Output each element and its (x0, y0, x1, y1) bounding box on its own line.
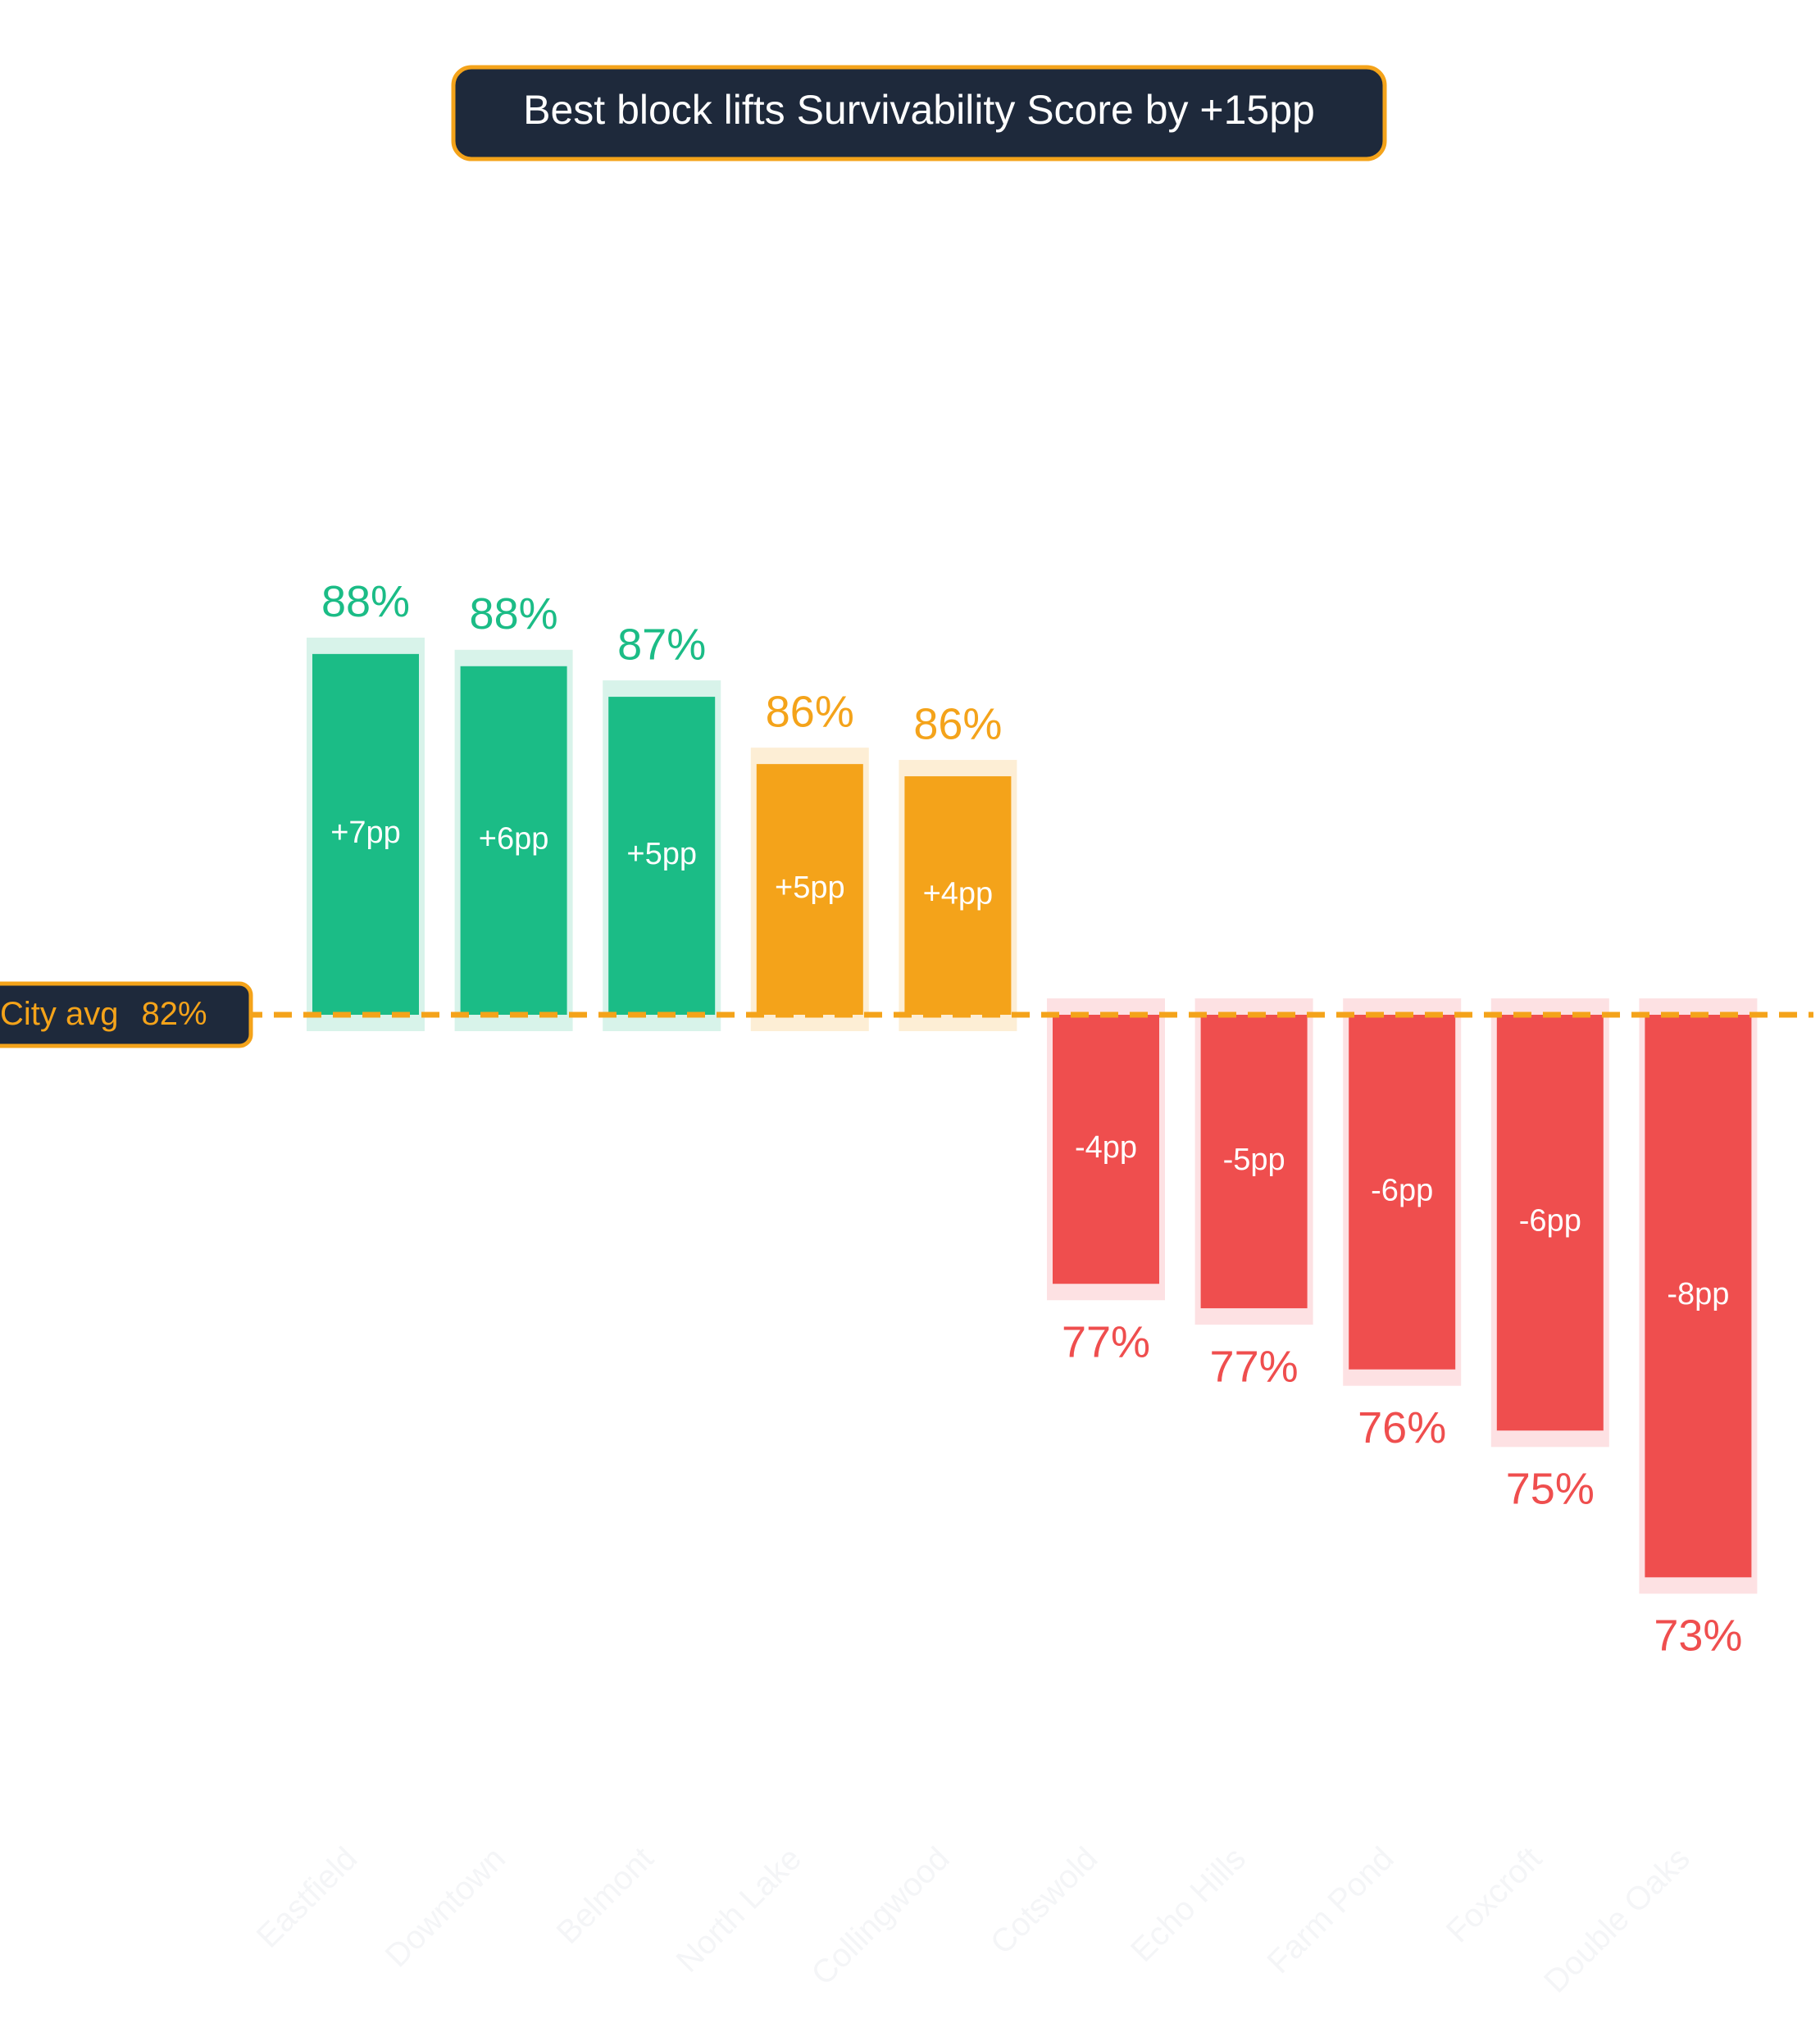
bar (1496, 1015, 1604, 1431)
city-average-label: City avg (0, 996, 119, 1032)
bar (460, 666, 567, 1015)
bar-delta-label: -6pp (1519, 1204, 1581, 1239)
bar-delta-label: -6pp (1371, 1173, 1433, 1207)
category-label: Belmont (550, 1840, 661, 1951)
bar-value-label: 86% (766, 687, 854, 736)
bar (312, 653, 419, 1015)
chart-title-badge: Best block lifts Survivability Score by … (451, 65, 1387, 161)
category-label: Double Oaks (1537, 1840, 1697, 2000)
bar-delta-label: +7pp (330, 816, 401, 850)
bar-delta-label: -5pp (1223, 1143, 1285, 1177)
city-average-badge-box (0, 981, 253, 1048)
bar-delta-label: -8pp (1667, 1277, 1729, 1311)
bar-value-label: 77% (1062, 1318, 1150, 1367)
bar (1053, 1015, 1159, 1284)
category-label: Downtown (379, 1840, 512, 1974)
bar-delta-label: +6pp (479, 821, 549, 856)
bar-value-label: 77% (1210, 1342, 1299, 1391)
bar-value-label: 73% (1654, 1611, 1742, 1661)
category-label-layer: Eastfield Downtown Belmont North LakeCollin… (250, 1840, 1697, 2000)
bar-delta-label: +4pp (923, 877, 994, 911)
city-average-value: 82% (142, 996, 207, 1032)
bar-value-label: 76% (1358, 1403, 1446, 1452)
chart-title: Best block lifts Survivability Score by … (523, 87, 1315, 133)
delta-label-layer: +7pp +6pp +5pp +5pp +4pp -4pp -5pp -6pp -6pp -8pp (330, 816, 1729, 1311)
bar-value-label: 87% (617, 620, 706, 669)
bar-value-label: 88% (321, 577, 410, 626)
bar-value-label: 75% (1506, 1465, 1595, 1514)
bar (1645, 1015, 1752, 1578)
category-label: Echo Hills (1124, 1840, 1253, 1969)
chart-title-box (451, 65, 1387, 161)
bar-value-label: 86% (913, 699, 1002, 748)
bar (608, 697, 716, 1015)
category-label: Cotswold (984, 1840, 1104, 1961)
city-average-badge: City avg 82% (0, 981, 253, 1048)
bar (904, 776, 1012, 1015)
value-label-layer: 88% 88% 87% 86% 86% 77% 77% 76% 75% 73% (321, 577, 1742, 1660)
bar-value-label: 88% (470, 589, 558, 639)
city-average-badge-text: City avg 82% (0, 996, 207, 1032)
category-label: North Lake (670, 1840, 808, 1979)
bar (1200, 1015, 1308, 1309)
bar (756, 764, 863, 1015)
bar-delta-label: +5pp (775, 870, 845, 905)
category-label: Foxcroft (1440, 1840, 1549, 1949)
category-label: Eastfield (250, 1840, 365, 1955)
bar (1349, 1015, 1456, 1370)
bar-layer (312, 653, 1752, 1578)
bar-delta-label: +5pp (626, 837, 697, 871)
bar-delta-label: -4pp (1075, 1130, 1137, 1165)
category-label: Farm Pond (1261, 1840, 1401, 1980)
category-label: Collingwood (805, 1840, 957, 1992)
